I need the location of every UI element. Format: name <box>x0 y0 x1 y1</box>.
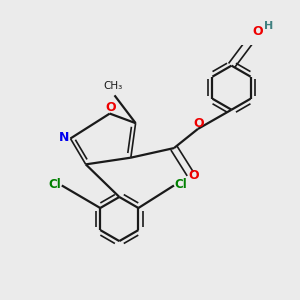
Text: H: H <box>264 21 274 31</box>
Text: O: O <box>252 25 263 38</box>
Text: Cl: Cl <box>49 178 62 191</box>
Text: CH₃: CH₃ <box>103 81 122 91</box>
Text: O: O <box>194 117 204 130</box>
Text: O: O <box>105 101 116 114</box>
Text: Cl: Cl <box>174 178 187 191</box>
Text: O: O <box>189 169 200 182</box>
Text: N: N <box>58 131 69 144</box>
